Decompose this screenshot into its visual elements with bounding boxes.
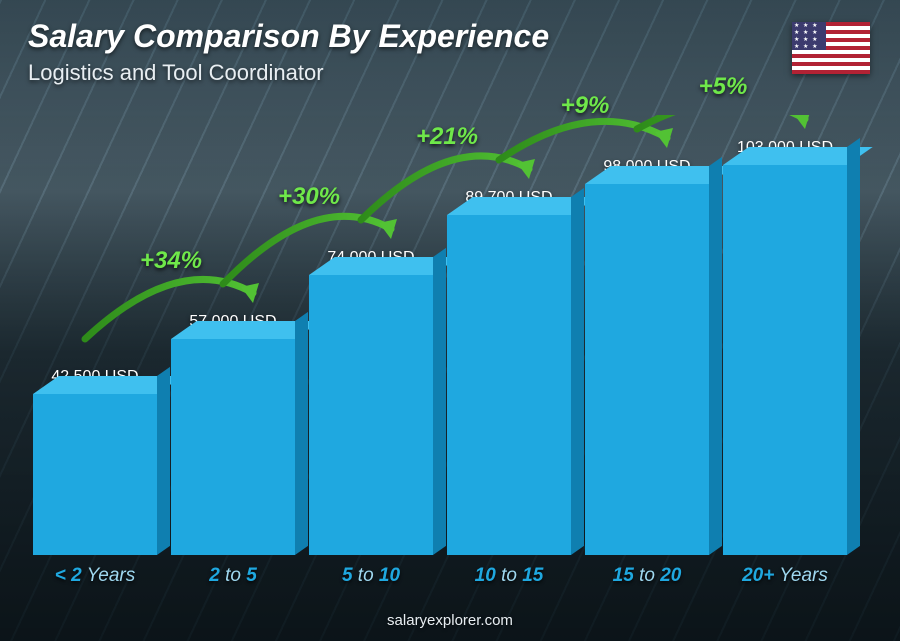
- chart-title: Salary Comparison By Experience: [28, 18, 549, 55]
- bar: 103,000 USD20+ Years: [720, 139, 850, 555]
- bar: 89,700 USD10 to 15: [444, 189, 574, 555]
- bar: 98,000 USD15 to 20: [582, 158, 712, 555]
- bar: 57,000 USD2 to 5: [168, 313, 298, 555]
- increase-percent: +5%: [699, 73, 748, 101]
- infographic-stage: Salary Comparison By Experience Logistic…: [0, 0, 900, 641]
- footer-attribution: salaryexplorer.com: [0, 612, 900, 629]
- bar-x-label: 15 to 20: [613, 565, 682, 587]
- bar-x-label: 20+ Years: [742, 565, 828, 587]
- bar-x-label: 5 to 10: [342, 565, 400, 587]
- us-flag-icon: ★ ★ ★ ★ ★ ★ ★ ★ ★ ★ ★ ★ ★ ★ ★: [792, 22, 870, 74]
- bar: 74,000 USD5 to 10: [306, 249, 436, 555]
- bar-x-label: < 2 Years: [55, 565, 135, 587]
- bar-chart: 42,500 USD< 2 Years57,000 USD2 to 574,00…: [30, 100, 850, 591]
- bar: 42,500 USD< 2 Years: [30, 368, 160, 555]
- bar-x-label: 2 to 5: [209, 565, 257, 587]
- bar-x-label: 10 to 15: [475, 565, 544, 587]
- chart-subtitle: Logistics and Tool Coordinator: [28, 60, 324, 86]
